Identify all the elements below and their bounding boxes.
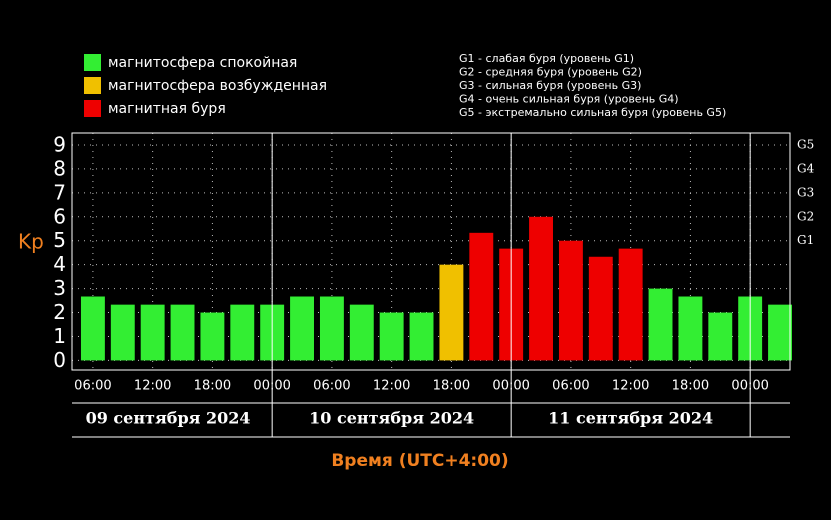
x-tick-label: 12:00 [612,379,649,394]
bar [409,312,434,361]
y2-tick-label: G3 [797,185,814,199]
legend-swatch [84,77,101,94]
bar [349,304,374,361]
bar [529,216,553,361]
y-tick-label: 2 [53,300,66,324]
y-tick-label: 8 [53,156,66,180]
y-tick-label: 1 [53,324,66,348]
storm-level-label: G1 - слабая буря (уровень G1) [459,52,634,65]
bar [319,296,344,361]
bar [768,304,792,361]
bar [588,256,613,361]
y-tick-label: 0 [53,348,66,372]
storm-level-label: G2 - средняя буря (уровень G2) [459,66,642,79]
bar [678,296,703,361]
y2-tick-label: G2 [797,209,814,223]
x-tick-label: 06:00 [74,379,111,394]
x-tick-label: 06:00 [552,379,589,394]
legend-label: магнитная буря [108,101,226,117]
bar [110,304,135,361]
storm-level-label: G3 - сильная буря (уровень G3) [459,79,641,92]
bar [230,304,255,361]
legend-swatch [84,100,101,117]
bar [379,312,404,361]
storm-level-label: G4 - очень сильная буря (уровень G4) [459,93,679,106]
bar [618,248,643,361]
bar [140,304,165,361]
legend-swatch [84,54,101,71]
x-tick-label: 12:00 [373,379,410,394]
y2-tick-label: G4 [797,161,815,175]
bar [170,304,195,361]
x-tick-label: 06:00 [313,379,350,394]
bar [290,296,314,361]
y-tick-label: 3 [53,276,66,300]
day-label: 09 сентября 2024 [86,409,251,428]
x-tick-label: 12:00 [134,379,171,394]
y-tick-label: 6 [53,204,66,228]
y-tick-label: 4 [53,252,66,276]
bar [558,240,583,361]
day-label: 10 сентября 2024 [309,409,474,428]
bar [708,312,733,361]
y2-tick-label: G5 [797,137,814,151]
plot-frame [71,132,791,371]
x-tick-label: 18:00 [433,379,470,394]
y-tick-label: 9 [53,132,66,156]
legend-label: магнитосфера спокойная [108,55,297,71]
y2-tick-label: G1 [797,233,814,247]
storm-level-label: G5 - экстремально сильная буря (уровень … [459,106,726,119]
y-tick-label: 7 [53,180,66,204]
bar [439,264,464,361]
bar [469,232,494,361]
bar [200,312,225,361]
day-label: 11 сентября 2024 [548,409,713,428]
x-axis-label: Время (UTC+4:00) [331,451,508,471]
bar [648,288,673,361]
x-tick-label: 18:00 [672,379,709,394]
x-tick-label: 18:00 [194,379,231,394]
legend-label: магнитосфера возбужденная [108,78,327,94]
y-tick-label: 5 [53,228,66,252]
y-axis-label: Kp [18,230,44,254]
bar [80,296,105,361]
